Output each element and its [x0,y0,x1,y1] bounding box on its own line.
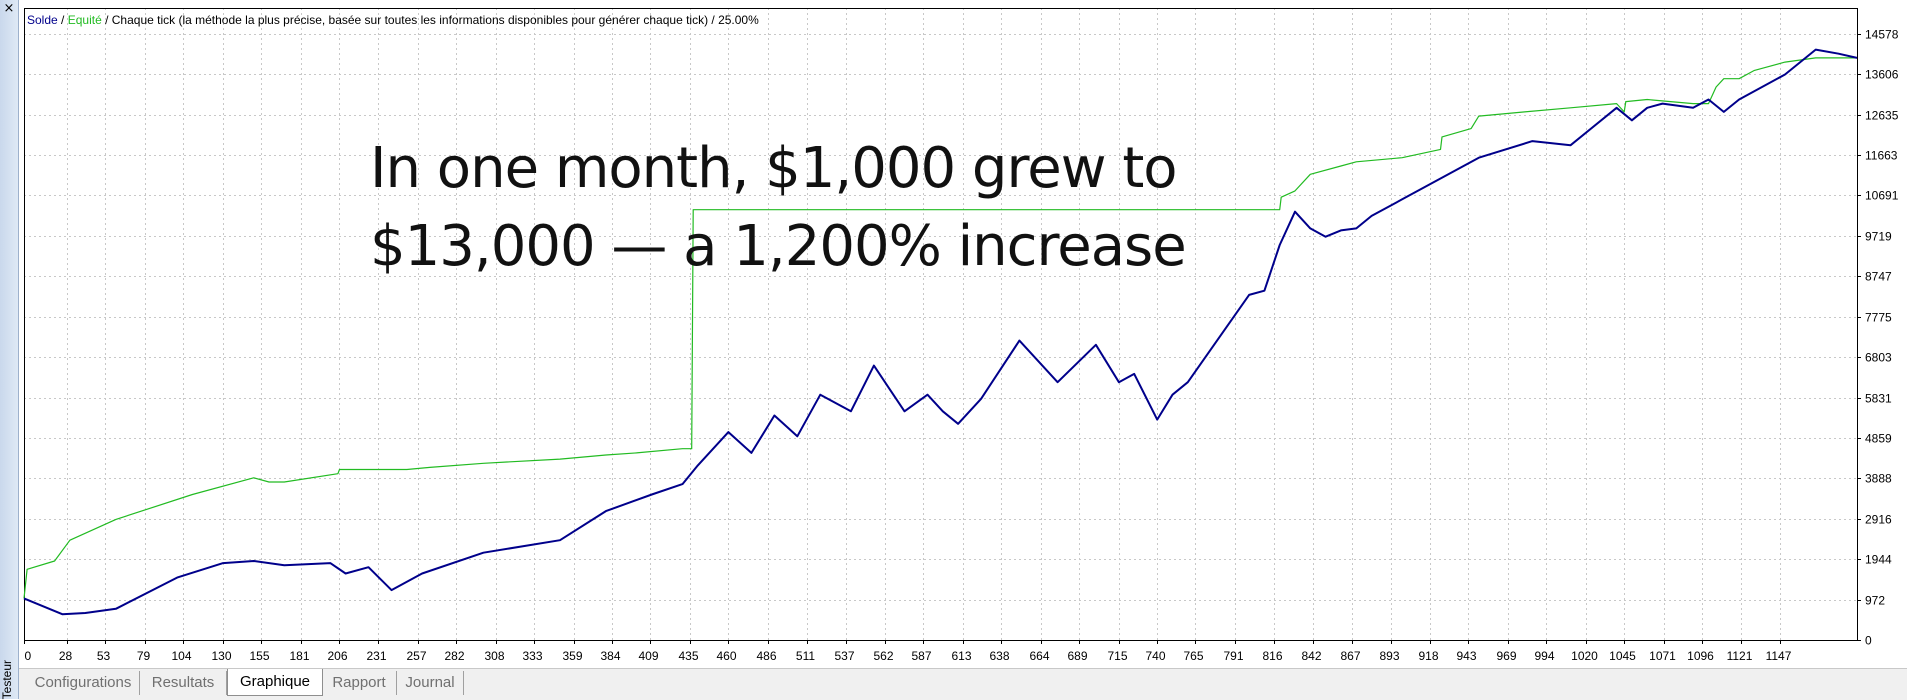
tab-journal[interactable]: Journal [397,671,464,695]
x-tick-label: 359 [562,649,582,663]
overlay-caption: In one month, $1,000 grew to $13,000 — a… [370,130,1187,286]
legend-equity: Equité [68,13,102,27]
tab-graphique[interactable]: Graphique [227,669,323,696]
x-tick-label: 282 [444,649,464,663]
y-tick-label: 5831 [1865,392,1892,406]
x-tick-label: 460 [716,649,736,663]
x-tick-label: 715 [1107,649,1127,663]
x-tick-label: 409 [638,649,658,663]
x-tick-label: 1071 [1649,649,1676,663]
x-axis-ticks: 0 28 53 79 104 130 155 181 206 231 257 282 308 333 359… [24,640,1792,663]
x-tick-label: 130 [211,649,231,663]
tester-sidebar: × Testeur [0,0,19,699]
x-tick-label: 918 [1418,649,1438,663]
y-tick-label: 10691 [1865,189,1899,203]
y-tick-label: 2916 [1865,513,1892,527]
x-tick-label: 384 [600,649,620,663]
x-tick-label: 791 [1223,649,1243,663]
tab-configurations[interactable]: Configurations [27,671,140,695]
y-tick-label: 972 [1865,594,1885,608]
x-tick-label: 435 [678,649,698,663]
x-tick-label: 181 [289,649,309,663]
y-tick-label: 11663 [1865,149,1898,163]
x-tick-label: 53 [97,649,111,663]
x-tick-label: 587 [911,649,931,663]
close-icon[interactable]: × [3,1,15,16]
tab-rapport[interactable]: Rapport [322,671,397,695]
y-tick-label: 7775 [1865,311,1892,325]
x-tick-label: 0 [25,649,32,663]
plot-frame [24,8,1858,641]
y-tick-label: 0 [1865,634,1872,648]
x-tick-label: 104 [171,649,191,663]
x-tick-label: 893 [1379,649,1399,663]
legend-description: / Chaque tick (la méthode la plus précis… [102,13,759,27]
x-tick-label: 994 [1534,649,1554,663]
y-tick-label: 12635 [1865,109,1899,123]
y-tick-label: 9719 [1865,230,1892,244]
x-tick-label: 28 [59,649,73,663]
y-tick-label: 3888 [1865,472,1892,486]
x-tick-label: 867 [1340,649,1360,663]
x-tick-label: 511 [796,649,815,663]
legend-balance: Solde [27,13,58,27]
x-tick-label: 664 [1029,649,1049,663]
x-tick-label: 638 [989,649,1009,663]
x-tick-label: 308 [484,649,504,663]
x-tick-label: 969 [1496,649,1516,663]
tab-resultats[interactable]: Resultats [140,671,227,695]
equity-line [23,57,1857,599]
x-tick-label: 1121 [1727,649,1753,663]
overlay-line-1: In one month, $1,000 grew to [370,136,1178,201]
x-tick-label: 1147 [1766,649,1792,663]
chart-header: Solde / Equité / Chaque tick (la méthode… [27,13,759,27]
y-tick-label: 13606 [1865,68,1899,82]
overlay-line-2: $13,000 — a 1,200% increase [370,214,1187,279]
x-tick-label: 206 [327,649,347,663]
x-tick-label: 333 [522,649,542,663]
x-tick-label: 1096 [1687,649,1714,663]
chart-series [23,48,1858,616]
y-tick-label: 14578 [1865,28,1899,42]
equity-chart: 0 28 53 79 104 130 155 181 206 231 257 282 308 333 359… [19,0,1907,668]
y-tick-label: 6803 [1865,351,1892,365]
y-axis-ticks: 0 972 1944 2916 3888 4859 5831 6803 7775 8747 9719… [1857,28,1899,648]
x-tick-label: 486 [756,649,776,663]
x-tick-label: 842 [1301,649,1321,663]
x-tick-label: 537 [834,649,854,663]
x-tick-label: 943 [1456,649,1476,663]
x-tick-label: 562 [873,649,893,663]
y-tick-label: 1944 [1865,553,1892,567]
x-tick-label: 1020 [1571,649,1598,663]
x-tick-label: 816 [1262,649,1282,663]
x-tick-label: 765 [1183,649,1203,663]
tester-side-label: Testeur [0,660,14,700]
y-tick-label: 8747 [1865,270,1892,284]
tester-tab-bar: Configurations Resultats Graphique Rappo… [19,668,1907,700]
x-tick-label: 79 [137,649,151,663]
x-tick-label: 740 [1145,649,1165,663]
x-tick-label: 257 [406,649,426,663]
y-tick-label: 4859 [1865,432,1892,446]
x-tick-label: 155 [249,649,269,663]
x-tick-label: 613 [951,649,971,663]
balance-line [23,48,1858,616]
x-tick-label: 231 [366,649,386,663]
x-tick-label: 1045 [1609,649,1636,663]
x-tick-label: 689 [1067,649,1087,663]
